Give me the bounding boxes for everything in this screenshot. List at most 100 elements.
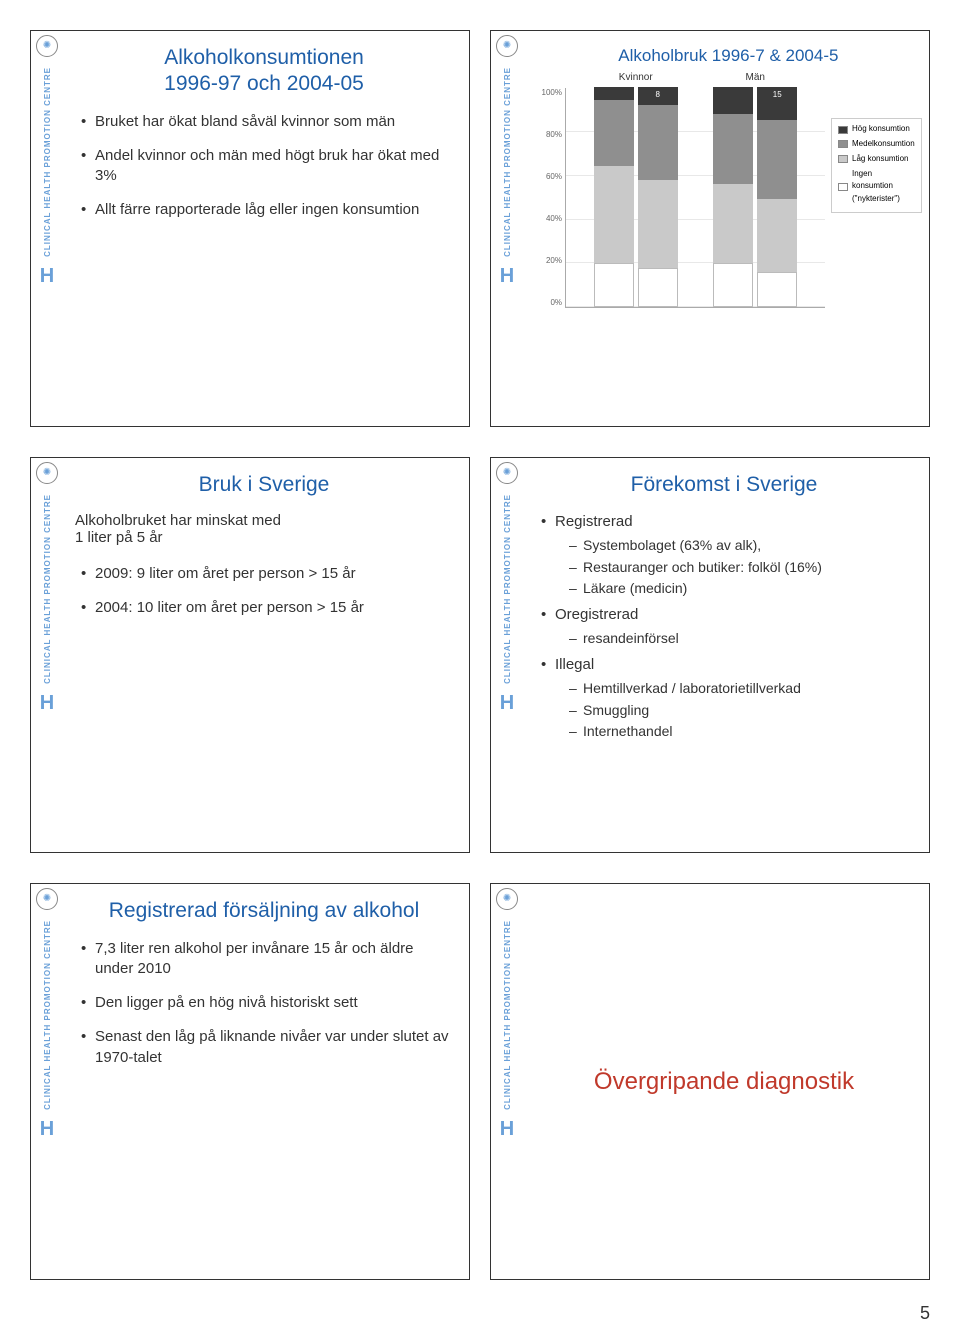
sub-list-item: Internethandel	[569, 722, 913, 742]
list-item: 7,3 liter ren alkohol per invånare 15 år…	[81, 939, 453, 980]
sub-list-item: resandeinförsel	[569, 629, 913, 649]
sub-list-item: Hemtillverkad / laboratorietillverkad	[569, 679, 913, 699]
list-item: Registrerad Systembolaget (63% av alk),Re…	[541, 512, 913, 599]
sidebar-letter: H	[500, 1118, 514, 1141]
who-logo-icon: ✺	[36, 888, 58, 910]
bar-segment	[594, 166, 634, 263]
list-item: Oregistrerad resandeinförsel	[541, 605, 913, 649]
y-tick-label: 20%	[536, 256, 562, 265]
slide-title: Registrerad försäljning av alkohol	[75, 898, 453, 924]
slide-sidebar: ✺ CLINICAL HEALTH PROMOTION CENTRE H	[491, 458, 523, 853]
slide-sidebar: ✺ CLINICAL HEALTH PROMOTION CENTRE H	[31, 458, 63, 853]
who-logo-icon: ✺	[496, 462, 518, 484]
bullet-list: 7,3 liter ren alkohol per invånare 15 år…	[75, 939, 453, 1068]
bar-segment	[594, 100, 634, 166]
who-logo-icon: ✺	[36, 462, 58, 484]
bar-segment	[594, 263, 634, 307]
stacked-bar-chart: 100%80%60%40%20%0% KvinnorMän 815	[565, 88, 825, 308]
sub-list-item: Restauranger och butiker: folköl (16%)	[569, 558, 913, 578]
bar-group: 15	[713, 87, 797, 307]
list-item: 2004: 10 liter om året per person > 15 å…	[81, 598, 453, 618]
who-logo-icon: ✺	[36, 35, 58, 57]
bar-top-label: 15	[758, 88, 796, 100]
legend-item: Ingen konsumtion ("nykterister")	[838, 168, 915, 206]
y-axis-labels: 100%80%60%40%20%0%	[536, 88, 562, 307]
bar-segment	[713, 87, 753, 113]
category-label: Män	[713, 72, 797, 83]
y-tick-label: 100%	[536, 88, 562, 97]
list-item: Bruket har ökat bland såväl kvinnor som …	[81, 112, 453, 132]
sidebar-letter: H	[500, 692, 514, 715]
sub-list: Hemtillverkad / laboratorietillverkadSmu…	[555, 679, 913, 742]
bar: 8	[638, 87, 678, 307]
bar-group: 8	[594, 87, 678, 307]
list-item: Illegal Hemtillverkad / laboratorietillve…	[541, 655, 913, 742]
sidebar-vertical-text: CLINICAL HEALTH PROMOTION CENTRE	[503, 920, 512, 1110]
sidebar-letter: H	[40, 692, 54, 715]
y-tick-label: 60%	[536, 172, 562, 181]
sub-list-item: Systembolaget (63% av alk),	[569, 536, 913, 556]
slide-sidebar: ✺ CLINICAL HEALTH PROMOTION CENTRE H	[31, 884, 63, 1279]
slide-content: Alkoholbruk 1996-7 & 2004-5 100%80%60%40…	[523, 31, 930, 426]
bar	[594, 87, 634, 307]
legend-item: Medelkonsumtion	[838, 138, 915, 151]
who-logo-icon: ✺	[496, 35, 518, 57]
sidebar-vertical-text: CLINICAL HEALTH PROMOTION CENTRE	[43, 920, 52, 1110]
list-item-label: Illegal	[555, 655, 913, 675]
legend-swatch	[838, 155, 848, 163]
y-tick-label: 80%	[536, 130, 562, 139]
legend-label: Medelkonsumtion	[852, 138, 915, 151]
bar-segment: 8	[638, 87, 678, 105]
bar-segment	[594, 87, 634, 100]
slide-4: ✺ CLINICAL HEALTH PROMOTION CENTRE H För…	[490, 457, 930, 854]
category-labels: KvinnorMän	[566, 72, 825, 83]
legend-item: Låg konsumtion	[838, 153, 915, 166]
slide-1: ✺ CLINICAL HEALTH PROMOTION CENTRE H Alk…	[30, 30, 470, 427]
list-item-label: Oregistrerad	[555, 605, 913, 625]
sidebar-vertical-text: CLINICAL HEALTH PROMOTION CENTRE	[503, 494, 512, 684]
legend-swatch	[838, 183, 848, 191]
who-logo-icon: ✺	[496, 888, 518, 910]
sidebar-letter: H	[500, 265, 514, 288]
slide-3: ✺ CLINICAL HEALTH PROMOTION CENTRE H Bru…	[30, 457, 470, 854]
slide-title: Förekomst i Sverige	[535, 472, 913, 498]
slide-sidebar: ✺ CLINICAL HEALTH PROMOTION CENTRE H	[31, 31, 63, 426]
slide-6: ✺ CLINICAL HEALTH PROMOTION CENTRE H Öve…	[490, 883, 930, 1280]
list-item: Den ligger på en hög nivå historiskt set…	[81, 993, 453, 1013]
sub-list-item: Läkare (medicin)	[569, 579, 913, 599]
bars-row: 8 15	[566, 88, 825, 307]
bar: 15	[757, 87, 797, 307]
slide-grid: ✺ CLINICAL HEALTH PROMOTION CENTRE H Alk…	[0, 0, 960, 1340]
slide-sidebar: ✺ CLINICAL HEALTH PROMOTION CENTRE H	[491, 31, 523, 426]
bar	[713, 87, 753, 307]
page-number: 5	[920, 1303, 930, 1324]
legend-swatch	[838, 140, 848, 148]
bar-segment	[757, 272, 797, 307]
bar-segment	[638, 268, 678, 308]
legend-label: Hög konsumtion	[852, 123, 910, 136]
list-item: 2009: 9 liter om året per person > 15 år	[81, 564, 453, 584]
bullet-list: 2009: 9 liter om året per person > 15 år…	[75, 564, 453, 619]
chart-legend: Hög konsumtion Medelkonsumtion Låg konsumt…	[831, 118, 922, 213]
list-item: Senast den låg på liknande nivåer var un…	[81, 1027, 453, 1068]
sidebar-letter: H	[40, 265, 54, 288]
slide-5: ✺ CLINICAL HEALTH PROMOTION CENTRE H Reg…	[30, 883, 470, 1280]
chart-title: Alkoholbruk 1996-7 & 2004-5	[535, 45, 922, 66]
slide-sidebar: ✺ CLINICAL HEALTH PROMOTION CENTRE H	[491, 884, 523, 1279]
bar-segment	[713, 114, 753, 184]
slide-content: Alkoholkonsumtionen 1996-97 och 2004-05 …	[63, 31, 469, 426]
list-item-label: Registrerad	[555, 512, 913, 532]
chart-container: 100%80%60%40%20%0% KvinnorMän 815 Hög ko…	[535, 88, 922, 308]
slide-content: Övergripande diagnostik	[523, 884, 929, 1279]
sidebar-vertical-text: CLINICAL HEALTH PROMOTION CENTRE	[503, 67, 512, 257]
legend-label: Låg konsumtion	[852, 153, 908, 166]
slide-title: Bruk i Sverige	[75, 472, 453, 498]
slide-subtitle: Alkoholbruket har minskat med 1 liter på…	[75, 512, 453, 546]
slide-title: Övergripande diagnostik	[594, 1068, 854, 1096]
bar-segment	[638, 180, 678, 268]
bullet-list: Bruket har ökat bland såväl kvinnor som …	[75, 112, 453, 221]
slide-2: ✺ CLINICAL HEALTH PROMOTION CENTRE H Alk…	[490, 30, 930, 427]
slide-content: Registrerad försäljning av alkohol 7,3 l…	[63, 884, 469, 1279]
slide-content: Förekomst i Sverige Registrerad Systembol…	[523, 458, 929, 853]
bar-segment	[757, 120, 797, 199]
